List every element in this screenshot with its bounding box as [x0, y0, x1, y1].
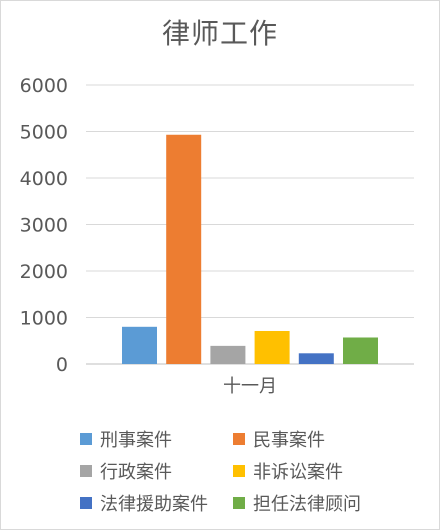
legend-swatch	[80, 433, 92, 445]
y-tick-label: 1000	[20, 308, 68, 330]
legend-item: 法律援助案件	[80, 490, 208, 516]
bar-6	[343, 337, 378, 364]
chart-title: 律师工作	[161, 17, 278, 50]
legend-item: 行政案件	[80, 458, 172, 484]
bar-3	[210, 345, 246, 364]
legend-swatch	[80, 465, 92, 477]
legend-label: 担任法律顾问	[253, 494, 361, 515]
legend-label: 行政案件	[100, 462, 172, 483]
y-tick-label: 6000	[20, 75, 68, 97]
legend-swatch	[233, 433, 245, 445]
y-tick-label: 0	[56, 354, 68, 376]
legend-swatch	[80, 497, 92, 509]
legend-swatch	[233, 465, 245, 477]
bar-5	[298, 353, 334, 364]
legend-item: 担任法律顾问	[233, 490, 361, 516]
legend-label: 非诉讼案件	[253, 462, 343, 483]
legend-label: 法律援助案件	[100, 494, 208, 515]
legend-label: 民事案件	[253, 430, 325, 451]
y-tick-label: 3000	[20, 215, 68, 237]
legend-label: 刑事案件	[100, 430, 172, 451]
bar-2	[166, 134, 202, 364]
legend-item: 刑事案件	[80, 426, 172, 452]
x-category-label: 十一月	[223, 376, 277, 397]
y-tick-label: 5000	[20, 122, 68, 144]
legend-swatch	[233, 497, 245, 509]
y-tick-label: 2000	[20, 261, 68, 283]
legend-item: 非诉讼案件	[233, 458, 343, 484]
bar-1	[122, 326, 157, 364]
y-tick-label: 4000	[20, 168, 68, 190]
bar-4	[254, 330, 290, 364]
legend-item: 民事案件	[233, 426, 325, 452]
